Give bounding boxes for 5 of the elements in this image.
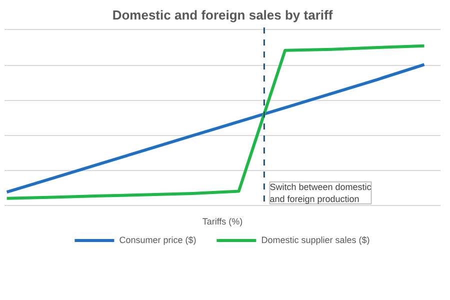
chart-title: Domestic and foreign sales by tariff (112, 8, 334, 22)
legend-label: Consumer price ($) (119, 234, 196, 246)
legend-label: Domestic supplier sales ($) (261, 234, 370, 246)
annotation: Switch between domestic and foreign production (270, 182, 372, 204)
x-axis-title: Tariffs (%) (202, 216, 243, 226)
